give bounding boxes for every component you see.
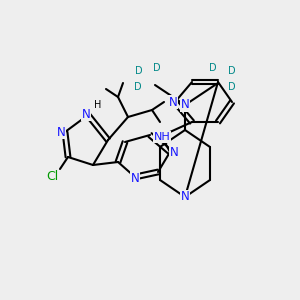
Text: N: N: [82, 107, 90, 121]
Text: N: N: [130, 172, 140, 184]
Text: H: H: [94, 100, 102, 110]
Text: D: D: [134, 82, 142, 92]
Text: Cl: Cl: [46, 170, 58, 184]
Text: D: D: [228, 66, 236, 76]
Text: NH: NH: [154, 132, 170, 142]
Text: N: N: [181, 190, 189, 203]
Text: N: N: [181, 98, 189, 112]
Text: D: D: [135, 66, 143, 76]
Text: D: D: [228, 82, 236, 92]
Text: N: N: [169, 146, 178, 158]
Text: D: D: [153, 63, 161, 73]
Text: N: N: [57, 125, 65, 139]
Text: D: D: [209, 63, 217, 73]
Text: N: N: [169, 95, 177, 109]
